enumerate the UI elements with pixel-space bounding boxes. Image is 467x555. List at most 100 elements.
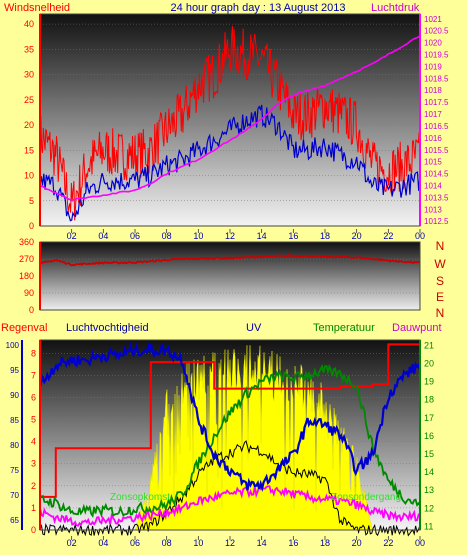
temperature-tick-label: 12 xyxy=(424,503,434,513)
mid-tick-label: 180 xyxy=(19,271,34,281)
top-x-tick-label: 16 xyxy=(288,231,298,241)
top-x-tick-label: 18 xyxy=(320,231,330,241)
top-right-tick-label: 1018 xyxy=(424,86,442,95)
top-x-tick-label: 08 xyxy=(162,231,172,241)
top-x-tick-label: 12 xyxy=(225,231,235,241)
humidity-label: Luchtvochtigheid xyxy=(66,322,149,334)
top-right-tick-label: 1019.5 xyxy=(424,50,449,59)
top-right-tick-label: 1013.5 xyxy=(424,193,449,202)
temperature-tick-label: 13 xyxy=(424,485,434,495)
top-x-tick-label: 22 xyxy=(383,231,393,241)
humidity-tick-label: 90 xyxy=(10,391,19,400)
top-left-tick-label: 0 xyxy=(29,221,34,231)
temperature-tick-label: 17 xyxy=(424,413,434,423)
top-left-tick-label: 5 xyxy=(29,196,34,206)
top-right-tick-label: 1016 xyxy=(424,134,442,143)
temperature-tick-label: 21 xyxy=(424,340,434,350)
bottom-x-tick-label: 14 xyxy=(257,538,267,548)
solar-series xyxy=(39,440,421,537)
compass-s: S xyxy=(436,274,444,288)
compass-n-top: N xyxy=(436,239,445,253)
wind-average-series xyxy=(39,104,421,222)
temperature-tick-label: 20 xyxy=(424,359,434,369)
dewpoint-label: Dauwpunt xyxy=(392,322,442,334)
bottom-x-tick-label: 16 xyxy=(288,538,298,548)
bottom-x-tick-label: 06 xyxy=(130,538,140,548)
temperature-label: Temperatuur xyxy=(313,322,375,334)
bottom-x-tick-label: 10 xyxy=(193,538,203,548)
uv-tick-label: 5 xyxy=(31,415,36,425)
bottom-x-tick-label: 18 xyxy=(320,538,330,548)
top-right-tick-label: 1015 xyxy=(424,158,442,167)
top-left-tick-label: 40 xyxy=(24,19,34,29)
top-right-tick-label: 1015.5 xyxy=(424,146,449,155)
rain-label: Regenval xyxy=(1,322,47,334)
top-left-tick-label: 25 xyxy=(24,95,34,105)
humidity-tick-label: 70 xyxy=(10,491,19,500)
temperature-tick-label: 15 xyxy=(424,449,434,459)
wind-gust-series xyxy=(39,26,421,221)
humidity-tick-label: 95 xyxy=(10,366,19,375)
top-x-tick-label: 02 xyxy=(67,231,77,241)
top-x-tick-label: 10 xyxy=(193,231,203,241)
top-x-tick-label: 20 xyxy=(352,231,362,241)
mid-tick-label: 0 xyxy=(29,305,34,315)
uv-tick-label: 0 xyxy=(31,525,36,535)
temperature-series xyxy=(39,363,421,519)
top-right-tick-label: 1020.5 xyxy=(424,27,449,36)
top-right-tick-label: 1012.5 xyxy=(424,217,449,226)
uv-tick-label: 7 xyxy=(31,370,36,380)
bottom-x-tick-label: 12 xyxy=(225,538,235,548)
top-right-tick-label: 1013 xyxy=(424,205,442,214)
top-right-tick-label: 1021 xyxy=(424,15,442,24)
top-x-tick-label: 14 xyxy=(257,231,267,241)
temperature-tick-label: 19 xyxy=(424,377,434,387)
bottom-x-tick-label: 00 xyxy=(415,538,425,548)
temperature-tick-label: 18 xyxy=(424,395,434,405)
compass-e: E xyxy=(436,290,444,304)
top-x-tick-label: 00 xyxy=(415,231,425,241)
top-right-tick-label: 1017 xyxy=(424,110,442,119)
uv-tick-label: 3 xyxy=(31,459,36,469)
rain-series xyxy=(40,343,420,498)
uv-tick-label: 1 xyxy=(31,503,36,513)
top-right-tick-label: 1020 xyxy=(424,39,442,48)
humidity-series xyxy=(38,341,422,493)
humidity-tick-label: 75 xyxy=(10,466,19,475)
mid-tick-label: 360 xyxy=(19,237,34,247)
top-right-tick-label: 1018.5 xyxy=(424,74,449,83)
top-left-tick-label: 20 xyxy=(24,120,34,130)
bottom-x-tick-label: 02 xyxy=(67,538,77,548)
uv-tick-label: 6 xyxy=(31,392,36,402)
temperature-tick-label: 11 xyxy=(424,521,433,531)
top-x-tick-label: 06 xyxy=(130,231,140,241)
top-right-tick-label: 1019 xyxy=(424,62,442,71)
temperature-tick-label: 16 xyxy=(424,431,434,441)
top-left-tick-label: 35 xyxy=(24,44,34,54)
humidity-tick-label: 65 xyxy=(10,516,19,525)
humidity-tick-label: 80 xyxy=(10,441,19,450)
chart-title: 24 hour graph day : 13 August 2013 xyxy=(171,2,346,14)
temperature-tick-label: 14 xyxy=(424,467,434,477)
sunrise-label: Zonsopkomst xyxy=(110,492,170,503)
bottom-x-tick-label: 04 xyxy=(98,538,108,548)
top-left-tick-label: 10 xyxy=(24,171,34,181)
humidity-tick-label: 85 xyxy=(10,416,19,425)
pressure-series xyxy=(39,35,421,201)
uv-tick-label: 2 xyxy=(31,481,36,491)
sunset-label: Zonsondergang xyxy=(331,492,401,503)
uv-tick-label: 4 xyxy=(31,437,36,447)
pressure-axis-label: Luchtdruk xyxy=(371,2,420,14)
top-left-tick-label: 30 xyxy=(24,70,34,80)
dewpoint-series xyxy=(39,484,421,527)
top-right-tick-label: 1014.5 xyxy=(424,170,449,179)
uv-tick-label: 8 xyxy=(31,348,36,358)
bottom-x-tick-label: 22 xyxy=(383,538,393,548)
humidity-tick-label: 100 xyxy=(6,341,20,350)
bottom-x-tick-label: 20 xyxy=(352,538,362,548)
mid-tick-label: 90 xyxy=(24,288,34,298)
wind-speed-axis-label: Windsnelheid xyxy=(4,2,70,14)
wind-direction-series xyxy=(39,253,420,267)
uv-label: UV xyxy=(246,322,262,334)
